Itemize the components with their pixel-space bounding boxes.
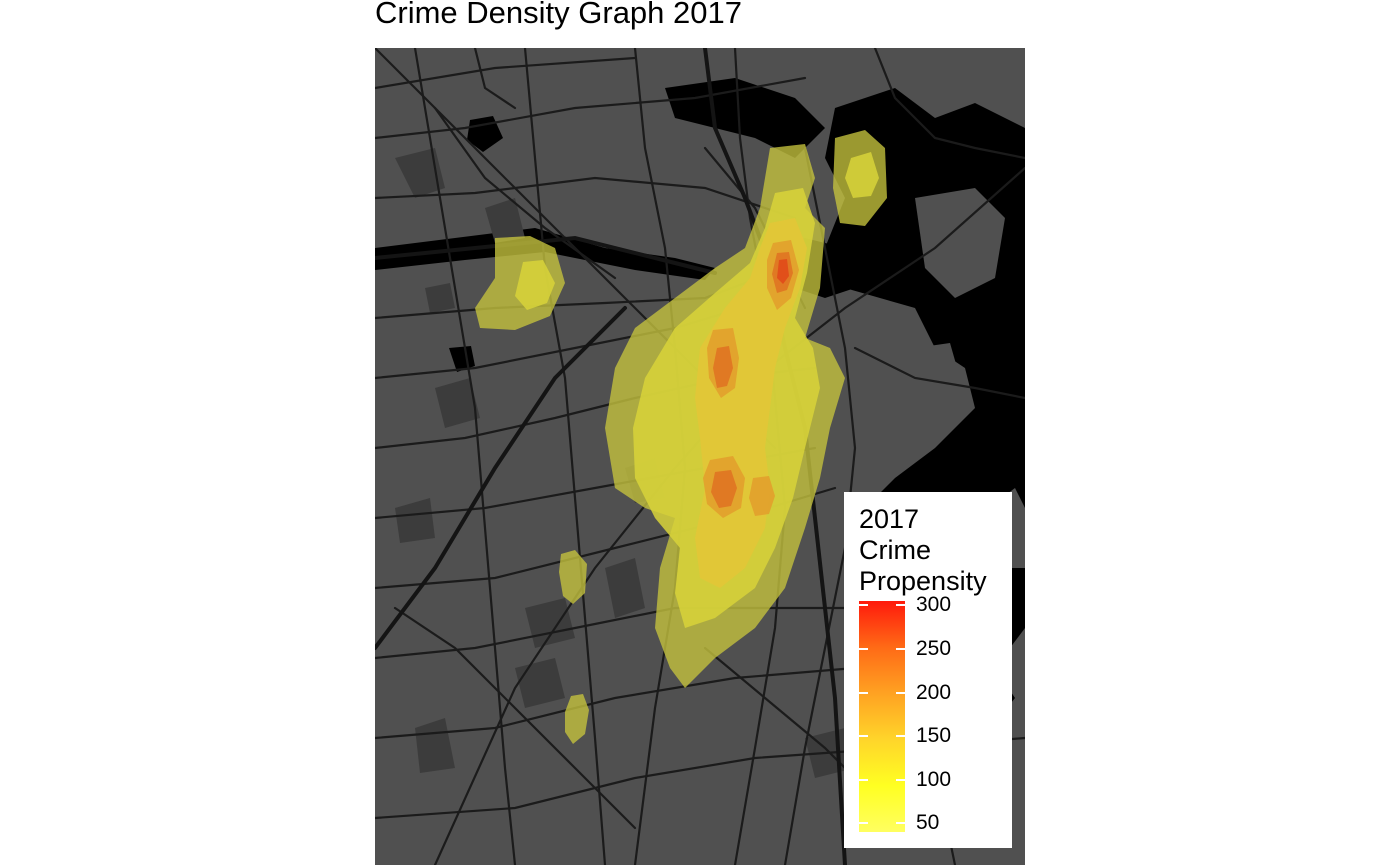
legend-tick-label: 100 — [916, 767, 952, 791]
legend-title-line-2: Crime — [859, 535, 931, 565]
legend-title-line-3: Propensity — [859, 566, 987, 596]
chart-title: Crime Density Graph 2017 — [375, 0, 742, 30]
legend-tick-label: 300 — [916, 593, 952, 617]
legend-tick-label: 250 — [916, 636, 952, 660]
legend-colorbar — [859, 601, 905, 832]
legend-tick-label: 200 — [916, 680, 952, 704]
density-level-300 — [777, 259, 789, 284]
legend-tick-label: 50 — [916, 811, 940, 835]
density-level-250 — [711, 252, 793, 508]
density-layer — [475, 130, 887, 744]
legend-tick-label: 150 — [916, 724, 952, 748]
legend-title: 2017 Crime Propensity — [859, 504, 987, 597]
legend: 2017 Crime Propensity 300 250 200 150 10… — [844, 492, 1012, 848]
map-panel[interactable] — [375, 48, 1025, 865]
legend-title-line-1: 2017 — [859, 504, 920, 534]
